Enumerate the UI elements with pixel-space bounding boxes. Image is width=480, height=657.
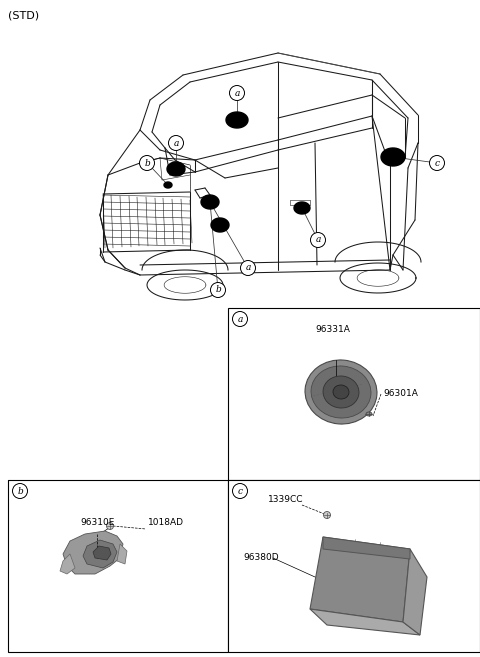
Bar: [228, 308, 480, 480]
Bar: [8, 480, 228, 652]
Text: c: c: [238, 486, 242, 495]
Circle shape: [140, 156, 155, 171]
Circle shape: [12, 484, 27, 499]
Circle shape: [232, 311, 248, 327]
Ellipse shape: [311, 366, 371, 418]
Text: b: b: [215, 286, 221, 294]
Text: 1018AD: 1018AD: [148, 518, 184, 527]
Polygon shape: [294, 202, 310, 214]
Ellipse shape: [333, 385, 349, 399]
Circle shape: [168, 135, 183, 150]
Circle shape: [107, 522, 113, 530]
Ellipse shape: [366, 412, 372, 416]
Ellipse shape: [305, 360, 377, 424]
Text: b: b: [144, 158, 150, 168]
Circle shape: [311, 233, 325, 248]
Polygon shape: [201, 195, 219, 209]
Text: 96310E: 96310E: [80, 518, 114, 527]
Polygon shape: [226, 112, 248, 128]
Polygon shape: [310, 537, 410, 622]
Text: 96331A: 96331A: [315, 325, 350, 334]
Text: c: c: [434, 158, 440, 168]
Polygon shape: [403, 549, 427, 635]
Polygon shape: [167, 162, 185, 176]
Text: a: a: [173, 139, 179, 148]
Text: 96301A: 96301A: [383, 390, 418, 399]
Polygon shape: [323, 537, 410, 559]
Polygon shape: [83, 540, 117, 568]
Ellipse shape: [323, 376, 359, 408]
Circle shape: [232, 484, 248, 499]
Circle shape: [240, 260, 255, 275]
Circle shape: [324, 512, 331, 518]
Text: a: a: [234, 89, 240, 97]
Polygon shape: [60, 554, 75, 574]
Polygon shape: [211, 218, 229, 232]
Polygon shape: [381, 148, 405, 166]
Text: b: b: [17, 486, 23, 495]
Polygon shape: [164, 182, 172, 188]
Polygon shape: [310, 609, 420, 635]
Text: (STD): (STD): [8, 10, 39, 20]
Text: 1339CC: 1339CC: [268, 495, 303, 504]
Polygon shape: [93, 546, 111, 560]
Text: a: a: [245, 263, 251, 273]
Text: a: a: [237, 315, 243, 323]
Circle shape: [211, 283, 226, 298]
Polygon shape: [63, 531, 123, 574]
Text: 96380D: 96380D: [243, 553, 278, 562]
Bar: [228, 480, 480, 652]
Circle shape: [229, 85, 244, 101]
Circle shape: [430, 156, 444, 171]
Text: a: a: [315, 235, 321, 244]
Polygon shape: [117, 544, 127, 564]
